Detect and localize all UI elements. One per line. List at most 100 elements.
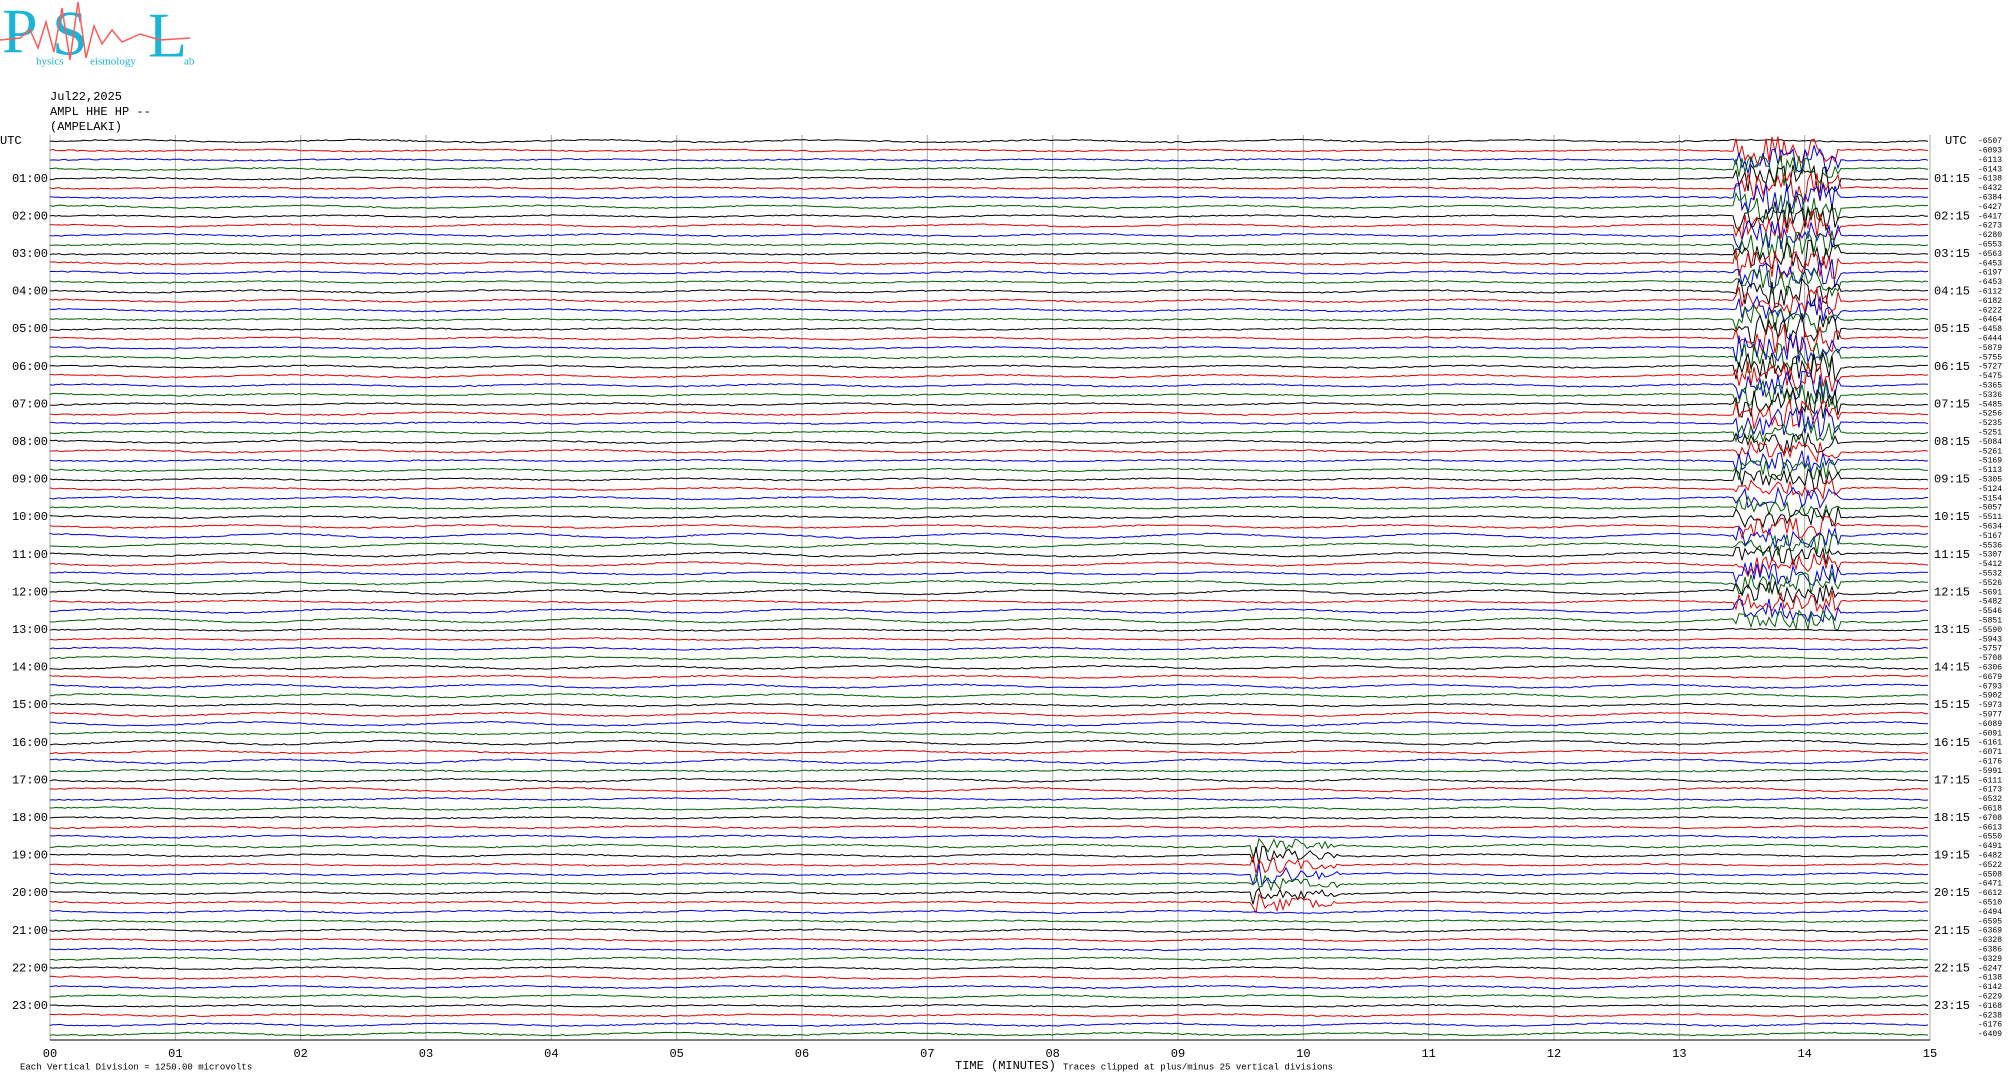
- x-tick-label: 04: [544, 1047, 558, 1061]
- hour-label: 14:00: [12, 661, 48, 675]
- x-tick-label: 00: [43, 1047, 57, 1061]
- trace-mean: -5154: [1978, 494, 2002, 503]
- trace: [49, 1031, 1929, 1037]
- x-tick-label: 14: [1797, 1047, 1811, 1061]
- trace-mean: -5532: [1978, 570, 2002, 579]
- trace-mean: -5412: [1978, 560, 2002, 569]
- trace-mean: -6280: [1978, 231, 2002, 240]
- trace-mean: -5169: [1978, 457, 2002, 466]
- trace: [49, 919, 1929, 923]
- trace: [49, 230, 1929, 262]
- trace: [49, 258, 1929, 290]
- x-tick-label: 08: [1045, 1047, 1059, 1061]
- trace-mean: -5256: [1978, 410, 2002, 419]
- trace: [49, 211, 1929, 242]
- trace-mean: -6508: [1978, 870, 2002, 879]
- trace-mean: -6464: [1978, 316, 2002, 325]
- trace: [49, 515, 1929, 540]
- trace: [49, 387, 1929, 419]
- trace: [49, 570, 1929, 596]
- hour-label: 01:15: [1934, 172, 1970, 186]
- trace: [49, 138, 1929, 144]
- trace: [49, 711, 1929, 718]
- trace: [49, 928, 1929, 933]
- hour-label: 18:15: [1934, 811, 1970, 825]
- trace-mean: -5336: [1978, 391, 2002, 400]
- trace-mean: -6138: [1978, 175, 2002, 184]
- trace: [49, 590, 1929, 613]
- hour-label: 01:00: [12, 172, 48, 186]
- hour-label: 09:00: [12, 473, 48, 487]
- date: Jul22,2025: [50, 90, 122, 104]
- trace-mean: -6306: [1978, 664, 2002, 673]
- logo-word: eismology: [90, 56, 136, 68]
- trace: [49, 295, 1929, 324]
- hour-label: 10:15: [1934, 510, 1970, 524]
- trace: [49, 627, 1929, 632]
- logo-word: hysics: [36, 56, 64, 68]
- trace-mean: -6176: [1978, 758, 2002, 767]
- trace-mean: -6386: [1978, 946, 2002, 955]
- clip-note: Traces clipped at plus/minus 25 vertical…: [1063, 1062, 1333, 1072]
- trace: [49, 994, 1929, 999]
- hour-label: 11:00: [12, 548, 48, 562]
- trace-mean: -6229: [1978, 993, 2002, 1002]
- trace-mean: -6182: [1978, 297, 2002, 306]
- trace: [49, 239, 1929, 270]
- trace-mean: -6222: [1978, 306, 2002, 315]
- trace: [49, 609, 1928, 631]
- trace-mean: -6111: [1978, 776, 2002, 785]
- trace: [49, 777, 1929, 783]
- x-tick-label: 09: [1171, 1047, 1185, 1061]
- trace-mean: -5943: [1978, 635, 2002, 644]
- trace-mean: -6247: [1978, 964, 2002, 973]
- trace-mean: -6197: [1978, 269, 2002, 278]
- trace: [49, 370, 1929, 401]
- trace: [49, 580, 1929, 606]
- trace-mean: -5307: [1978, 551, 2002, 560]
- scale-note: Each Vertical Division = 1250.00 microvo…: [20, 1062, 252, 1072]
- x-tick-label: 01: [168, 1047, 182, 1061]
- trace-mean: -6550: [1978, 833, 2002, 842]
- trace-mean: -6471: [1978, 880, 2002, 889]
- trace: [49, 478, 1929, 501]
- hour-label: 18:00: [12, 811, 48, 825]
- trace-mean: -6329: [1978, 955, 2002, 964]
- hour-label: 19:00: [12, 849, 48, 863]
- trace-mean: -6142: [1978, 983, 2002, 992]
- hour-label: 23:00: [12, 999, 48, 1013]
- trace-mean: -5485: [1978, 400, 2002, 409]
- trace: [49, 324, 1929, 355]
- trace: [49, 692, 1929, 699]
- hour-label: 05:00: [12, 322, 48, 336]
- logo-word: ab: [184, 56, 195, 68]
- trace: [49, 220, 1929, 250]
- trace-mean: -6168: [1978, 1002, 2002, 1011]
- trace: [49, 420, 1929, 444]
- trace: [49, 1022, 1929, 1027]
- x-tick-label: 07: [920, 1047, 934, 1061]
- utc-label: UTC: [0, 134, 22, 148]
- trace-mean: -5475: [1978, 372, 2002, 381]
- hour-label: 06:00: [12, 360, 48, 374]
- trace: [49, 494, 1929, 518]
- trace-mean: -5526: [1978, 579, 2002, 588]
- trace-mean: -5546: [1978, 607, 2002, 616]
- trace-mean: -6417: [1978, 212, 2002, 221]
- hour-label: 08:15: [1934, 435, 1970, 449]
- x-tick-label: 10: [1296, 1047, 1310, 1061]
- trace: [49, 864, 1929, 887]
- trace: [49, 191, 1929, 224]
- trace: [49, 545, 1929, 567]
- trace: [49, 341, 1929, 373]
- trace-mean: -5691: [1978, 588, 2002, 597]
- trace-mean: -5634: [1978, 523, 2002, 532]
- trace: [49, 525, 1929, 550]
- trace: [49, 277, 1929, 309]
- station: AMPL HHE HP --: [50, 105, 151, 119]
- trace-mean: -6143: [1978, 165, 2002, 174]
- trace: [49, 834, 1929, 839]
- trace: [49, 731, 1929, 736]
- trace: [50, 407, 1929, 439]
- trace-mean: -6510: [1978, 899, 2002, 908]
